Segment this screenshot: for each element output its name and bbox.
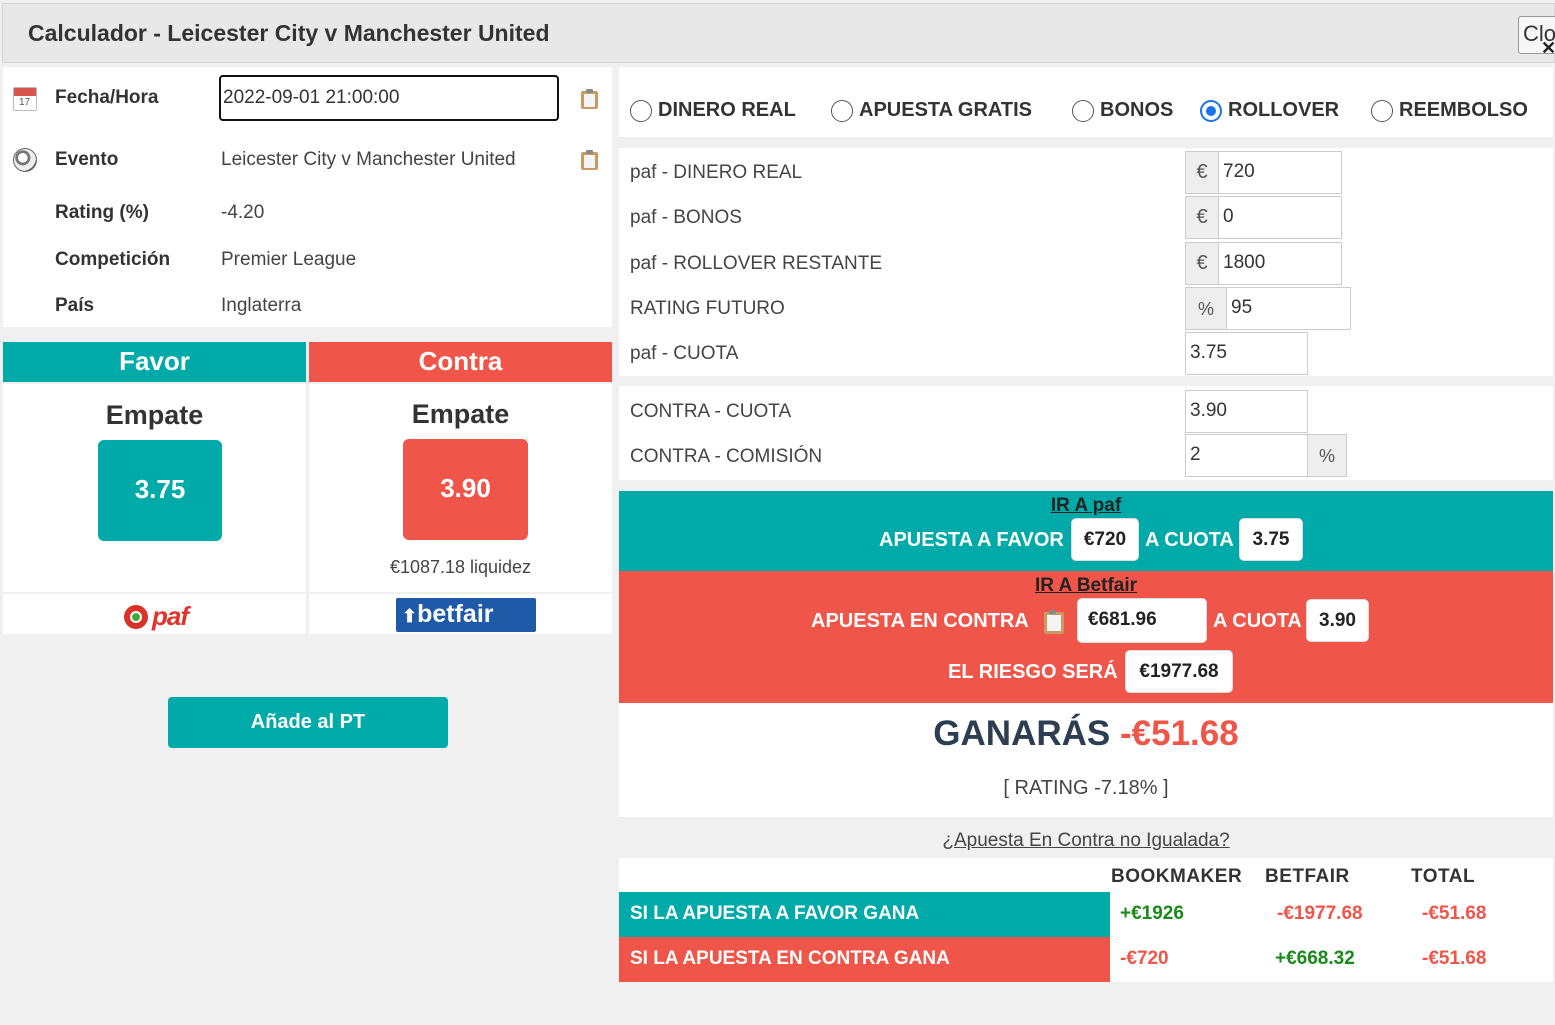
football-icon	[13, 148, 37, 172]
currency-addon: €	[1185, 151, 1219, 194]
back-bet-label: APUESTA A FAVOR	[879, 529, 1064, 551]
rollover-label: paf - ROLLOVER RESTANTE	[630, 253, 882, 274]
copy-date-icon[interactable]	[581, 89, 598, 109]
back-odds-label: paf - CUOTA	[630, 343, 739, 364]
result-rating: [ RATING -7.18% ]	[1003, 777, 1169, 799]
lay-stake-input[interactable]: €681.96	[1077, 598, 1207, 643]
header-total: TOTAL	[1411, 866, 1476, 887]
row-favor-betfair: -€1977.68	[1277, 903, 1363, 924]
rollover-input[interactable]: 1800	[1218, 242, 1342, 285]
currency-addon: €	[1185, 242, 1219, 285]
radio-checked-icon[interactable]	[1200, 100, 1222, 122]
percent-addon: %	[1185, 287, 1227, 330]
add-to-pt-button[interactable]: Añade al PT	[168, 697, 448, 748]
percent-addon: %	[1307, 434, 1347, 477]
rating-label: Rating (%)	[55, 202, 149, 223]
contra-odds-box[interactable]: 3.90	[403, 439, 528, 540]
radio-circle-icon[interactable]	[831, 100, 853, 122]
bookmaker-params-panel	[619, 148, 1553, 376]
lay-odds-label: CONTRA - CUOTA	[630, 401, 792, 422]
paf-logo[interactable]: paf	[124, 601, 194, 631]
title-bar	[2, 3, 1555, 63]
lay-params-panel	[619, 386, 1553, 480]
real-money-input[interactable]: 720	[1218, 151, 1342, 194]
betfair-arrow-icon: ⬆	[402, 606, 418, 626]
commission-input[interactable]: 2	[1185, 434, 1308, 477]
favor-panel: Empate 3.75	[3, 384, 306, 592]
row-contra-wins-label: SI LA APUESTA EN CONTRA GANA	[619, 937, 1110, 982]
back-stake-pill: €720	[1071, 518, 1139, 561]
country-value: Inglaterra	[221, 295, 302, 316]
radio-rollover[interactable]: ROLLOVER	[1200, 99, 1339, 122]
contra-selection: Empate	[411, 399, 510, 429]
favor-odds-box[interactable]: 3.75	[98, 440, 222, 541]
liquidity-text: €1087.18 liquidez	[389, 557, 532, 577]
lay-odds-input[interactable]: 3.90	[1185, 390, 1308, 433]
radio-bonos[interactable]: BONOS	[1072, 99, 1173, 122]
go-to-betfair-link[interactable]: IR A Betfair	[1034, 575, 1138, 596]
contra-panel: Empate 3.90 €1087.18 liquidez	[309, 384, 612, 592]
back-odds-pill: 3.75	[1239, 518, 1303, 561]
calendar-icon: 17	[13, 87, 37, 111]
copy-stake-icon[interactable]	[1044, 610, 1064, 634]
real-money-label: paf - DINERO REAL	[630, 162, 803, 183]
go-to-bookmaker-link[interactable]: IR A paf	[1050, 495, 1122, 516]
favor-header: Favor	[3, 342, 306, 382]
unmatched-bet-link[interactable]: ¿Apuesta En Contra no Igualada?	[942, 830, 1230, 851]
win-label: GANARÁS	[933, 714, 1111, 753]
currency-addon: €	[1185, 196, 1219, 239]
result-panel	[619, 703, 1553, 817]
country-label: País	[55, 295, 95, 316]
contra-header: Contra	[309, 342, 612, 382]
row-favor-total: -€51.68	[1422, 903, 1487, 924]
risk-label: EL RIESGO SERÁ	[948, 661, 1118, 683]
radio-dinero-real[interactable]: DINERO REAL	[630, 99, 796, 122]
row-contra-total: -€51.68	[1422, 948, 1487, 969]
competition-label: Competición	[55, 249, 171, 270]
row-contra-betfair: +€668.32	[1275, 948, 1355, 969]
copy-event-icon[interactable]	[581, 150, 598, 170]
close-icon[interactable]: ✕	[1541, 38, 1555, 58]
profit-summary: GANARÁS -€51.68	[619, 714, 1553, 754]
header-betfair: BETFAIR	[1265, 866, 1350, 887]
row-favor-wins-label: SI LA APUESTA A FAVOR GANA	[619, 892, 1110, 937]
favor-selection: Empate	[105, 400, 204, 430]
radio-circle-icon[interactable]	[630, 100, 652, 122]
date-input[interactable]: 2022-09-01 21:00:00	[219, 75, 559, 121]
back-odds-input[interactable]: 3.75	[1185, 332, 1308, 375]
win-value: -€51.68	[1119, 714, 1239, 753]
header-bookmaker: BOOKMAKER	[1111, 866, 1243, 887]
date-label: Fecha/Hora	[55, 87, 159, 108]
lay-odds-label-text: A CUOTA	[1213, 610, 1302, 632]
event-label: Evento	[55, 149, 119, 170]
radio-circle-icon[interactable]	[1072, 100, 1094, 122]
competition-value: Premier League	[221, 249, 357, 270]
betfair-logo[interactable]: ⬆betfair	[396, 598, 536, 632]
row-contra-bookmaker: -€720	[1120, 948, 1169, 969]
radio-reembolso[interactable]: REEMBOLSO	[1371, 99, 1528, 122]
row-favor-bookmaker: +€1926	[1120, 903, 1184, 924]
rating-value: -4.20	[221, 202, 265, 223]
risk-pill: €1977.68	[1125, 650, 1233, 693]
close-button[interactable]: Close	[1518, 16, 1555, 54]
window-title: Calculador - Leicester City v Manchester…	[28, 20, 550, 46]
lay-bet-label: APUESTA EN CONTRA	[811, 610, 1029, 632]
commission-label: CONTRA - COMISIÓN	[630, 446, 823, 467]
bonus-label: paf - BONOS	[630, 207, 742, 228]
bookmaker-logo-cell	[3, 594, 306, 634]
bonus-input[interactable]: 0	[1218, 196, 1342, 239]
radio-circle-icon[interactable]	[1371, 100, 1393, 122]
future-rating-input[interactable]: 95	[1226, 287, 1351, 330]
radio-apuesta-gratis[interactable]: APUESTA GRATIS	[831, 99, 1032, 122]
back-odds-label-text: A CUOTA	[1145, 529, 1234, 551]
lay-odds-pill: 3.90	[1306, 599, 1369, 642]
future-rating-label: RATING FUTURO	[630, 298, 785, 319]
event-value: Leicester City v Manchester United	[221, 149, 516, 170]
